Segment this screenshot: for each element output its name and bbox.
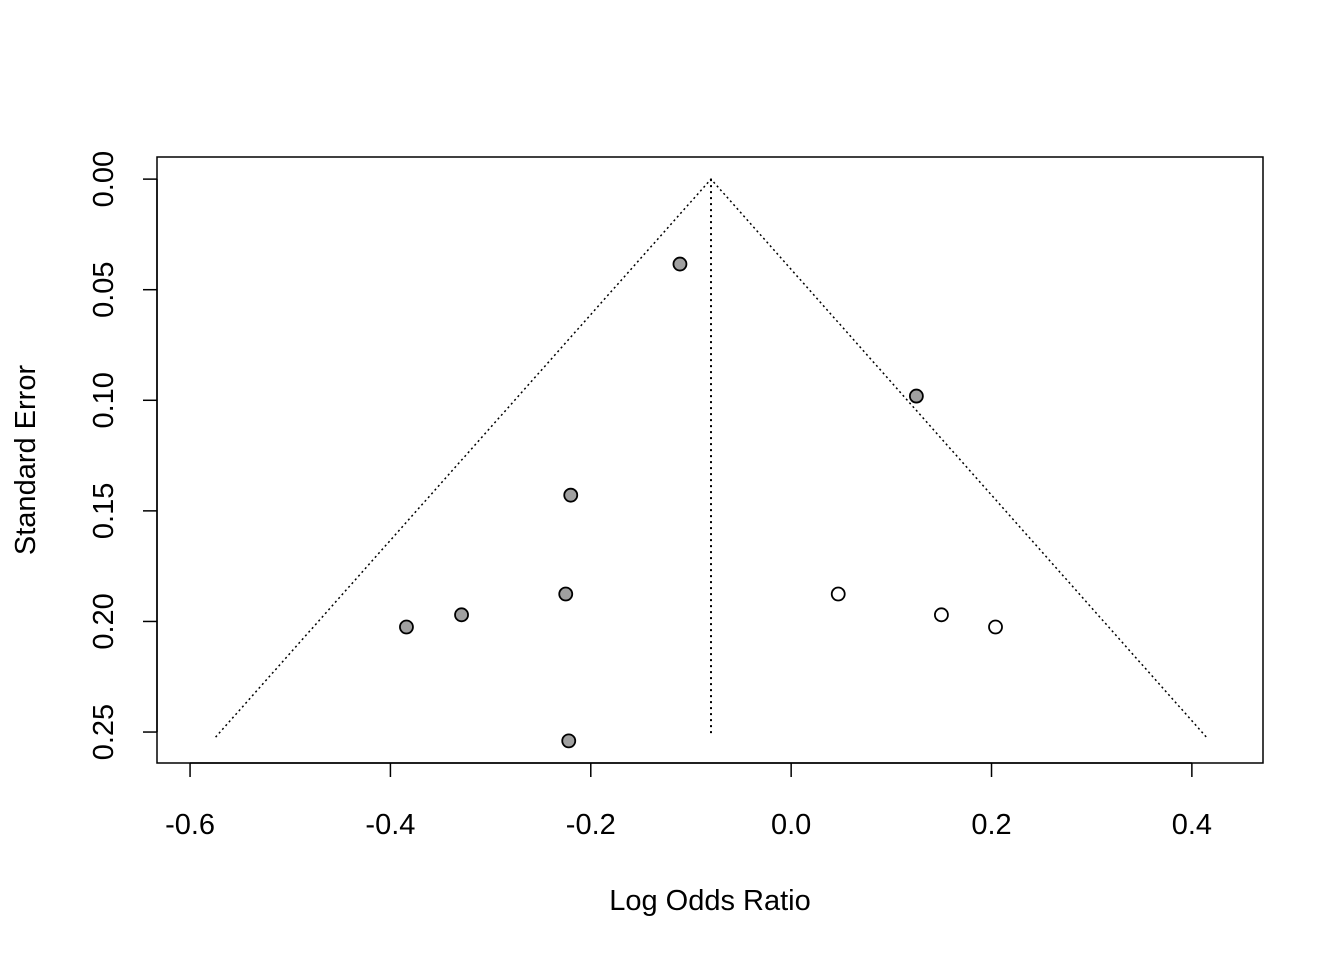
y-tick-label: 0.20 [88,593,120,649]
plot-frame [156,156,1264,764]
point [561,733,577,749]
x-tick-label: 0.4 [1172,809,1212,841]
y-tick-label: 0.10 [88,372,120,428]
x-tick-label: -0.4 [365,809,415,841]
x-tick-label: -0.6 [165,809,215,841]
x-tick-label: 0.2 [971,809,1011,841]
x-tick-label: 0.0 [771,809,811,841]
funnel-line [215,177,1207,738]
point [399,619,414,635]
y-tick-label: 0.00 [88,151,120,207]
y-axis-label: Standard Error [10,365,42,556]
point [563,487,579,503]
y-tick-label: 0.15 [88,483,120,539]
y-tick-label: 0.25 [88,704,120,760]
x-axis-label: Log Odds Ratio [609,885,811,917]
point [934,607,949,623]
point [672,256,688,272]
point [908,388,924,404]
point [454,607,469,623]
point [558,586,574,602]
y-tick-label: 0.05 [88,261,120,317]
point [830,586,846,602]
x-tick-label: -0.2 [566,809,616,841]
point [988,619,1003,635]
